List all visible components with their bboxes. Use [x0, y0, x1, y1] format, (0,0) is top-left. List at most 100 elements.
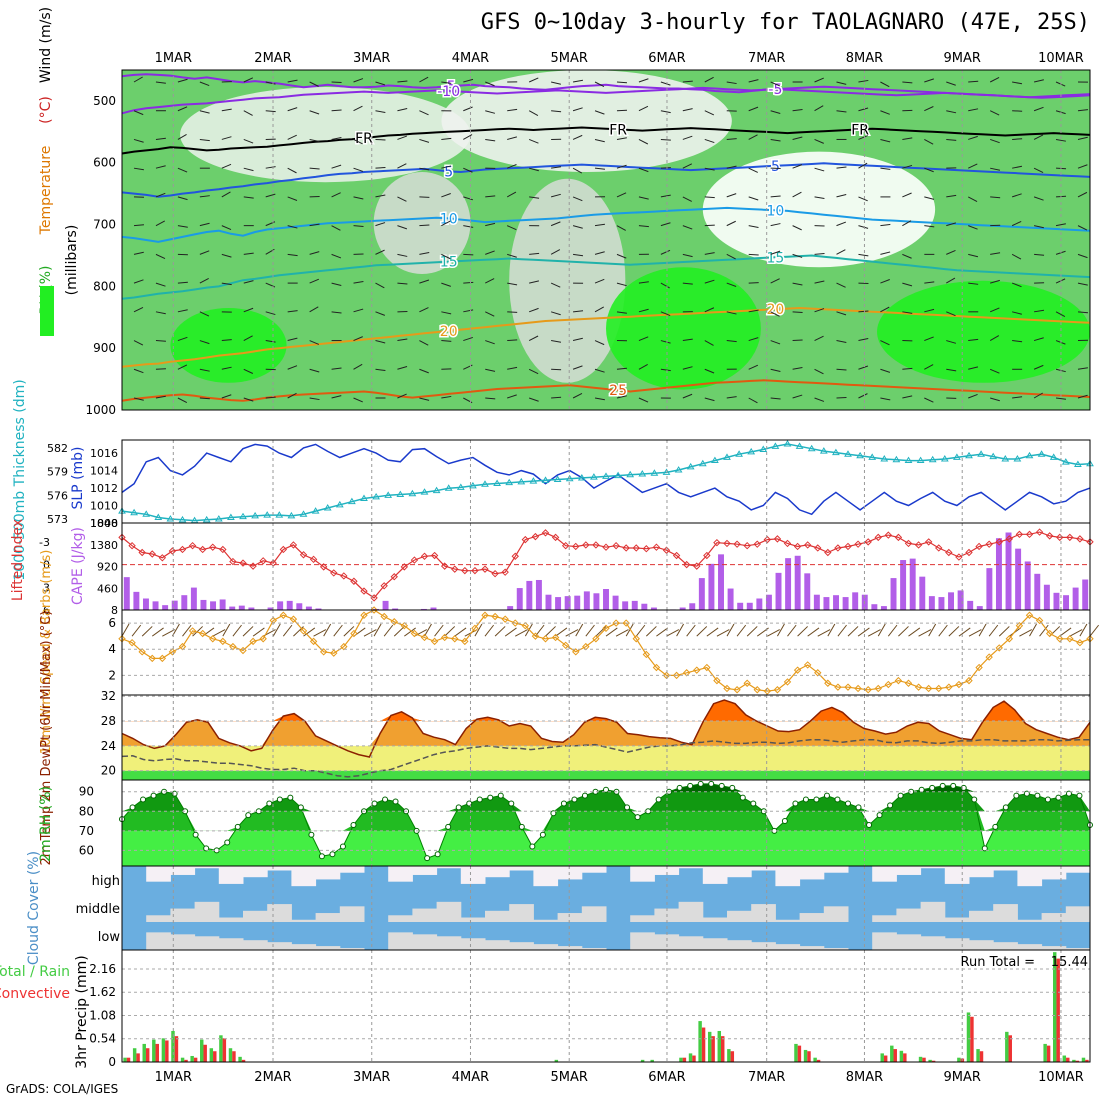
lifted-index-point-35 [471, 566, 479, 575]
precip-total-bar-6 [180, 1057, 185, 1062]
wind-barb [397, 135, 408, 140]
wind-barb [1034, 253, 1045, 256]
wind-barb [836, 340, 847, 343]
cape-bar-60 [698, 578, 705, 610]
cloud-high-clear [654, 866, 680, 875]
lifted-index-point-8 [198, 545, 207, 554]
wind-barb [748, 106, 759, 112]
cape-bar-68 [775, 572, 782, 610]
thickness-point-69 [953, 453, 961, 460]
wind-barb [485, 110, 496, 114]
rh-point-72 [876, 812, 883, 819]
lifted-index-point-84 [965, 548, 973, 557]
lifted-index-point-33 [451, 565, 459, 573]
lifted-index-point-60 [723, 539, 731, 548]
cloud-high-clear [533, 866, 559, 887]
wind-barb [243, 167, 254, 172]
wind-speed-point-24 [360, 611, 368, 619]
wind-barb [221, 282, 232, 286]
wind-barb [572, 134, 583, 140]
lifted-index-point-70 [824, 548, 832, 557]
wind-barb-10m [827, 623, 836, 637]
wind-barb [287, 337, 298, 342]
wind-speed-point-47 [592, 635, 600, 643]
wind-barb [638, 308, 649, 313]
upper-air-ytick-3: 700 [93, 218, 116, 232]
precip-total-bar-12 [238, 1056, 242, 1062]
cloud-low-clear [920, 936, 946, 950]
wind-barb [704, 138, 715, 144]
wind-barb [594, 278, 605, 284]
cloud-panel: high middle low [76, 866, 1091, 950]
wind-barb [155, 165, 166, 169]
cloud-ylabel: Cloud Cover (%) [26, 851, 42, 965]
lifted-index-point-88 [1005, 535, 1014, 543]
wind-barb [924, 397, 934, 403]
wind-barb [155, 137, 166, 140]
precip-convective-bar-10 [222, 1038, 227, 1062]
wind-barb [814, 138, 824, 144]
lifted-index-point-86 [985, 540, 993, 548]
wind-barb-10m [797, 626, 809, 637]
wind-barb [748, 196, 759, 201]
rh2m-ytick-3: 90 [79, 785, 94, 799]
lifted-index-point-34 [461, 566, 469, 575]
wind-speed-point-62 [743, 679, 751, 687]
wind-barb-10m [585, 624, 595, 637]
wind-speed-point-37 [491, 612, 499, 621]
wind-barb [616, 282, 627, 287]
thickness-point-38 [577, 473, 586, 481]
date-label-top-3: 4MAR [452, 51, 489, 66]
rh-point-86 [1023, 790, 1030, 797]
wind-speed-point-22 [340, 642, 348, 651]
wind-speed-point-66 [783, 678, 792, 686]
lifted-index-point-49 [612, 541, 620, 550]
wind-speed-point-52 [642, 650, 651, 659]
upper-air-ylabel-3: Wind (m/s) [38, 7, 54, 83]
wind-barb [331, 367, 342, 370]
cloud-middle-clear [993, 904, 1018, 922]
slp-ytick-0: 1008 [90, 517, 118, 530]
wind-barb [243, 110, 253, 116]
thickness-point-52 [747, 447, 756, 455]
lifted-index-point-87 [995, 538, 1003, 546]
rh-point-53 [676, 784, 683, 791]
wind-barb [770, 195, 781, 198]
wind-barb [287, 79, 298, 83]
wind-barb [880, 251, 891, 255]
rh-point-2 [140, 796, 147, 803]
wind-barb [177, 106, 188, 112]
rh-point-26 [392, 798, 399, 805]
wind-barb [507, 366, 518, 370]
cloud-low-clear [678, 936, 704, 950]
wind-barb [309, 110, 320, 115]
thickness-point-30 [481, 480, 489, 487]
wind-barb [441, 220, 451, 227]
rh-point-66 [813, 796, 820, 803]
wind-barb-10m [373, 623, 382, 637]
wind-barb [968, 163, 978, 169]
cape-bar-89 [976, 606, 983, 610]
date-label-top-2: 3MAR [353, 51, 390, 66]
temp2m-ytick-3: 32 [101, 689, 116, 703]
precip-convective-bar-71 [807, 1051, 811, 1062]
wind-barb [1077, 164, 1088, 169]
precip-convective-bar-62 [721, 1036, 725, 1062]
thickness-point-13 [275, 511, 284, 518]
precip-total-bar-97 [1053, 952, 1057, 1062]
wind-barb [155, 192, 166, 198]
wind-barb [199, 397, 210, 400]
wind-barb [594, 167, 606, 170]
thickness-point-45 [662, 468, 671, 475]
wind-barb-10m [252, 627, 265, 637]
rh-point-67 [823, 792, 830, 799]
thickness-point-20 [360, 494, 368, 501]
lifted-index-ytick-3: 6 [43, 604, 50, 617]
wind-barb [331, 164, 342, 169]
run-total-value: 15.44 [1051, 955, 1088, 970]
wind-barb-10m [988, 624, 999, 637]
thickness-point-56 [795, 442, 804, 449]
rh-patch-2 [702, 151, 936, 268]
wind-barb-10m [222, 623, 231, 637]
wind-barb [880, 368, 891, 373]
